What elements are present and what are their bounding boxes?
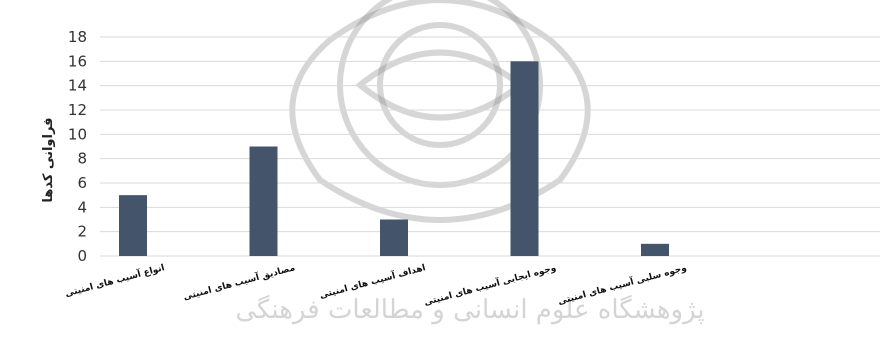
gridlines — [100, 36, 880, 257]
y-tick-label: 12 — [68, 101, 87, 119]
y-tick-label: 2 — [77, 223, 87, 241]
y-tick-label: 14 — [68, 77, 87, 95]
y-tick-label: 16 — [68, 52, 87, 70]
y-tick-label: 8 — [77, 150, 87, 168]
y-tick-label: 10 — [68, 125, 87, 143]
category-label: انواع آسیب های امنیتی — [64, 261, 166, 299]
y-tick-label: 0 — [77, 247, 87, 265]
bar — [380, 219, 408, 256]
y-axis-label: فراوانی کدها — [41, 117, 56, 202]
y-axis-ticks: 0 2 4 6 8 10 12 14 16 18 — [68, 28, 87, 265]
y-tick-label: 18 — [68, 28, 87, 46]
bar — [249, 146, 278, 256]
y-tick-label: 6 — [77, 174, 87, 192]
watermark-text: پژوهشگاه علوم انسانی و مطالعات فرهنگی — [235, 294, 704, 325]
bar — [510, 61, 539, 257]
bar — [119, 195, 147, 256]
bars — [119, 61, 669, 257]
bar — [641, 243, 669, 256]
y-tick-label: 4 — [77, 198, 87, 216]
